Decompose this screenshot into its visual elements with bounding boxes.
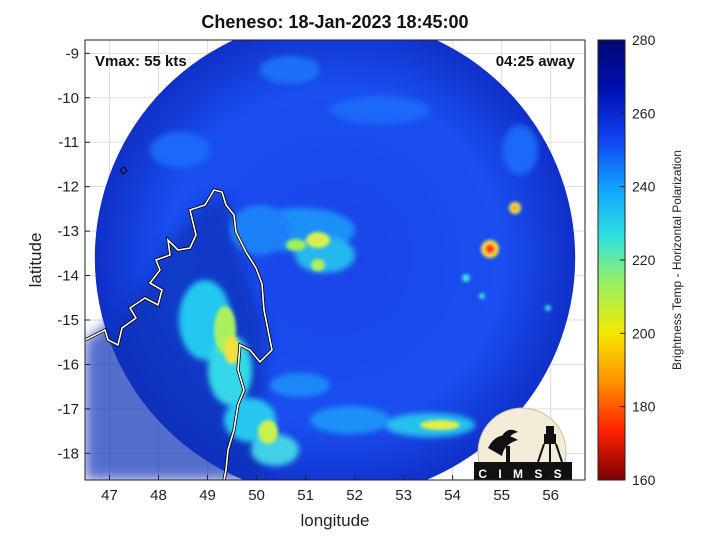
x-tick-label: 54 <box>444 487 461 504</box>
cell-small-1 <box>462 274 470 282</box>
island-coast <box>119 166 128 175</box>
x-axis: 47 48 49 50 51 52 53 54 55 56 <box>101 475 559 504</box>
colorbar-tick-label: 220 <box>632 252 656 268</box>
core-arc-green-2 <box>311 259 325 271</box>
logo-text: C I M S S <box>478 467 565 481</box>
cell-small-3 <box>545 305 551 311</box>
y-tick-label: -10 <box>57 90 79 107</box>
x-tick-label: 52 <box>346 487 363 504</box>
x-tick-label: 55 <box>493 487 510 504</box>
band-east-2 <box>150 132 210 168</box>
colorbar-tick-label: 240 <box>632 179 656 195</box>
colorbar-ticks: 160 180 200 220 240 260 280 <box>620 32 656 488</box>
core-south-yellow <box>420 420 460 430</box>
core-arc-green <box>286 239 306 251</box>
core-arc-yellow <box>306 232 330 248</box>
colorbar-tick-label: 200 <box>632 325 656 341</box>
chart-title: Cheneso: 18-Jan-2023 18:45:00 <box>201 12 469 32</box>
band-arc-3 <box>230 205 290 255</box>
core-band-yellow-3 <box>258 420 278 444</box>
band-south-3 <box>270 373 330 397</box>
colorbar-tick-label: 180 <box>632 399 656 415</box>
x-tick-label: 48 <box>150 487 167 504</box>
y-tick-label: -13 <box>57 223 79 240</box>
x-axis-label: longitude <box>300 511 370 530</box>
core-band-yellow-2 <box>224 336 240 364</box>
colorbar-tick-label: 160 <box>632 472 656 488</box>
band-north-2 <box>330 96 430 124</box>
colorbar-label: Brightness Temp - Horizontal Polarizatio… <box>670 150 684 370</box>
cell-small-2 <box>479 293 485 299</box>
cell-yellow-core <box>512 205 518 211</box>
y-tick-label: -16 <box>57 356 79 373</box>
cimss-logo: C I M S S <box>474 407 572 481</box>
land-region <box>85 195 265 480</box>
x-tick-label: 50 <box>248 487 265 504</box>
time-away-label: 04:25 away <box>495 53 575 70</box>
y-tick-label: -15 <box>57 312 79 329</box>
y-tick-label: -14 <box>57 268 79 285</box>
y-tick-label: -17 <box>57 401 79 418</box>
band-east-1 <box>502 125 538 175</box>
y-axis-label: latitude <box>26 232 45 288</box>
band-south-2 <box>310 406 390 434</box>
band-north-1 <box>260 56 320 84</box>
x-tick-label: 53 <box>395 487 412 504</box>
x-tick-label: 47 <box>101 487 118 504</box>
y-tick-label: -12 <box>57 179 79 196</box>
coastline-white <box>85 189 273 480</box>
y-tick-label: -9 <box>66 45 79 62</box>
y-axis: -9 -10 -11 -12 -13 -14 -15 -16 -17 -18 <box>57 45 90 462</box>
x-tick-label: 49 <box>199 487 216 504</box>
y-tick-label: -11 <box>58 134 79 151</box>
cell-red-core <box>485 244 495 254</box>
y-tick-label: -18 <box>57 445 79 462</box>
vmax-label: Vmax: 55 kts <box>95 53 187 70</box>
colorbar-tick-label: 280 <box>632 32 656 48</box>
x-tick-label: 56 <box>542 487 559 504</box>
axes-frame <box>84 39 586 481</box>
x-tick-label: 51 <box>297 487 314 504</box>
colorbar-tick-label: 260 <box>632 105 656 121</box>
band-arc-2 <box>295 237 355 273</box>
